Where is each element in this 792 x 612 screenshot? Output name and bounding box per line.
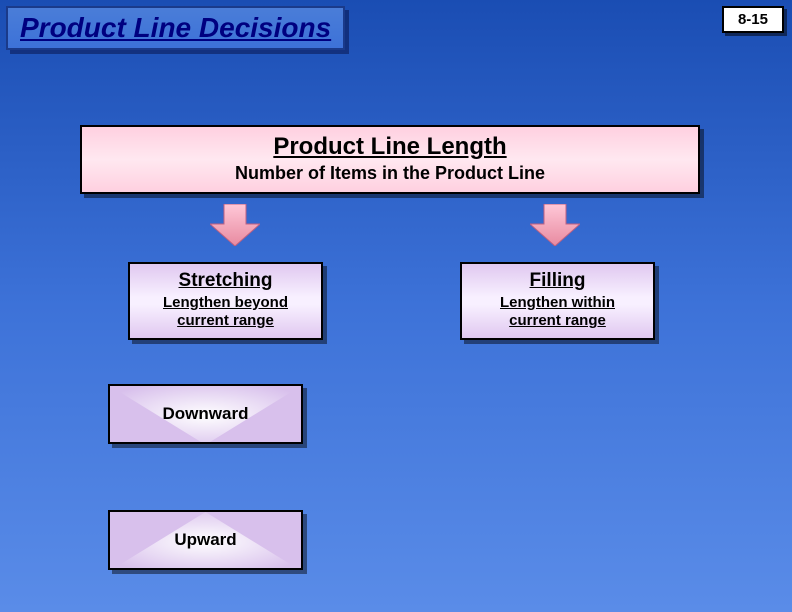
stretching-desc: Lengthen beyond current range — [134, 294, 317, 330]
slide-title: Product Line Decisions — [20, 12, 331, 43]
main-heading: Product Line Length — [82, 133, 698, 161]
downward-label: Downward — [110, 386, 301, 442]
filling-title: Filling — [466, 270, 649, 292]
downward-box: Downward — [108, 384, 303, 444]
upward-box: Upward — [108, 510, 303, 570]
main-subheading: Number of Items in the Product Line — [82, 163, 698, 184]
stretching-box: Stretching Lengthen beyond current range — [128, 262, 323, 340]
filling-desc: Lengthen within current range — [466, 294, 649, 330]
upward-label: Upward — [110, 512, 301, 568]
page-number: 8-15 — [722, 6, 784, 33]
filling-box: Filling Lengthen within current range — [460, 262, 655, 340]
arrow-down-left-icon — [210, 204, 260, 246]
slide-title-box: Product Line Decisions — [6, 6, 345, 50]
arrow-down-right-icon — [530, 204, 580, 246]
stretching-title: Stretching — [134, 270, 317, 292]
main-concept-box: Product Line Length Number of Items in t… — [80, 125, 700, 194]
